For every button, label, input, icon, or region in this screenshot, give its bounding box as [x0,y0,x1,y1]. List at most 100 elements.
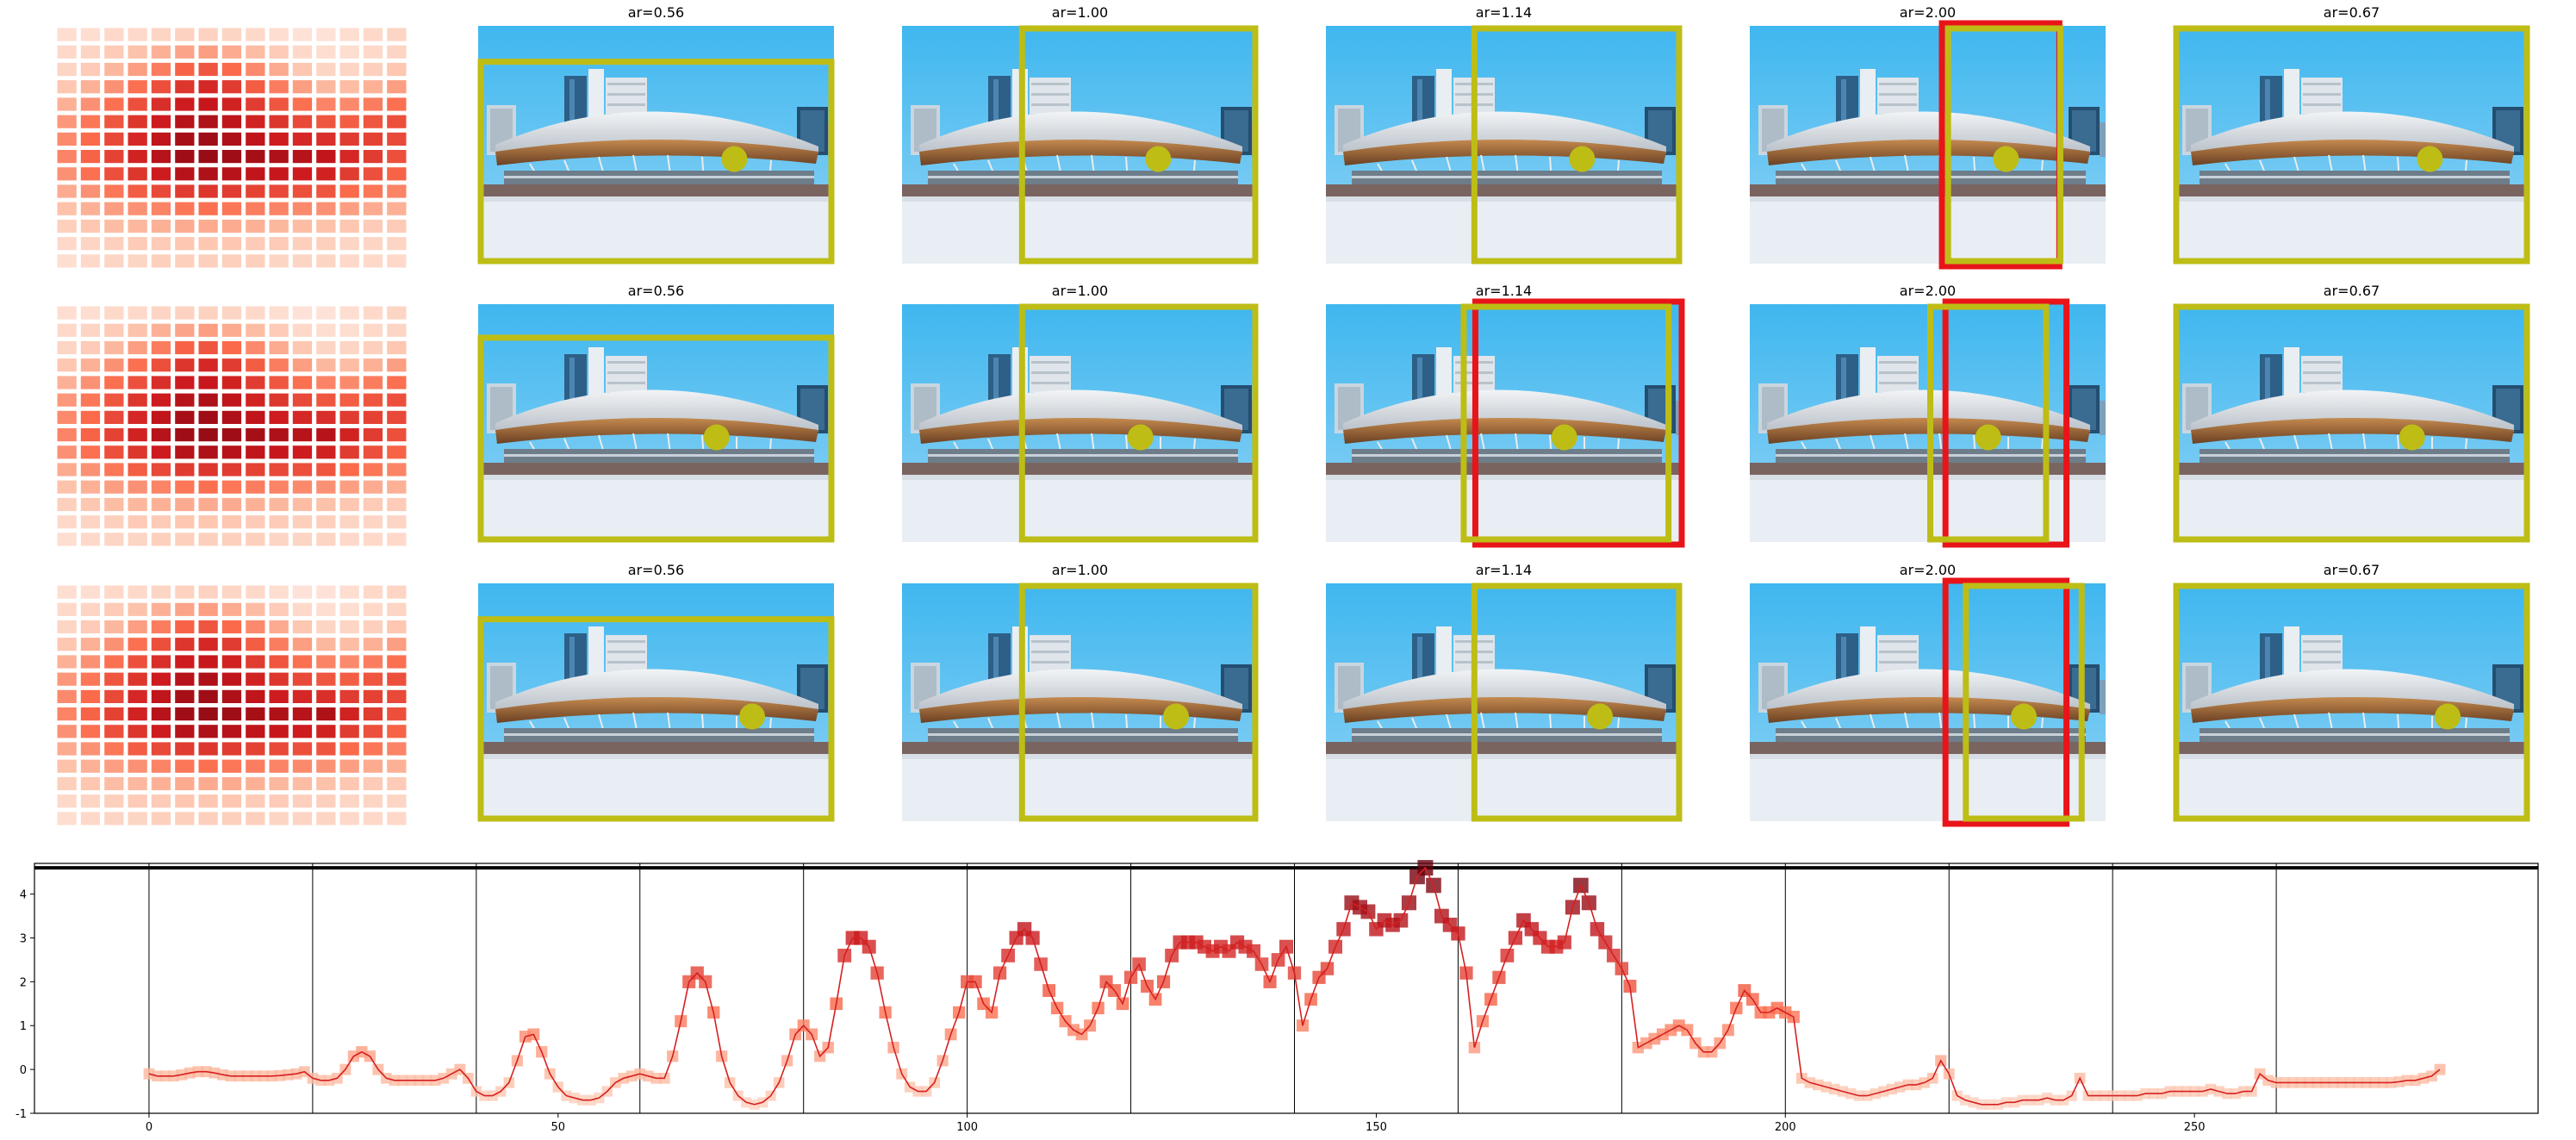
heatmap-cell [269,150,289,164]
heatmap-cell [221,794,242,808]
heatmap-cell [316,759,336,773]
heatmap-cell [128,515,147,529]
heatmap-cell [339,759,359,773]
heatmap-cell [339,655,359,669]
heatmap-cell [387,497,407,512]
heatmap-cell [57,655,77,669]
heatmap-cell [104,776,124,791]
heatmap-cell [128,323,147,337]
heatmap-cell [363,28,383,41]
heatmap-cell [292,515,313,529]
heatmap-cell [292,254,313,268]
heatmap-cell [363,115,383,128]
heatmap-cell [316,480,336,494]
heatmap-cell [339,62,359,77]
heatmap-cell [339,725,359,738]
heatmap-cell [104,794,124,808]
heatmap-cell [175,742,195,756]
heatmap-cell [387,759,407,773]
heatmap-cell [269,323,289,337]
heatmap-cell [269,759,289,773]
heatmap-cell [80,497,101,512]
heatmap-cell [292,97,313,111]
heatmap-cell [292,812,313,825]
heatmap-cell [316,812,336,825]
heatmap-cell [269,620,289,634]
heatmap-cell [246,480,265,494]
heatmap-cell [269,533,289,546]
heatmap-cell [246,219,265,234]
heatmap-cell [316,620,336,634]
heatmap-cell [57,533,77,546]
heatmap-cell [246,689,265,703]
crop-box [1963,582,2085,822]
series-line [148,866,2441,1106]
heatmap-cell [292,132,313,146]
heatmap-cell [175,115,195,128]
heatmap-cell [292,776,313,791]
heatmap-cell [104,480,124,494]
panel-r2-c3: ar=1.14 [1326,283,1685,548]
heatmap-cell [269,62,289,77]
heatmap-cell [198,428,218,442]
heatmap-cell [292,655,313,669]
heatmap-cell [316,689,336,703]
heatmap-cell [246,184,265,198]
heatmap-cell [221,62,242,77]
heatmap-cell [292,28,313,41]
heatmap-cell [387,376,407,389]
heatmap-cell [151,358,171,372]
heatmap-cell [128,463,147,477]
crop-box [2173,582,2530,822]
heatmap-cell [339,323,359,337]
heatmap-cell [151,445,171,459]
heatmap-cell [387,80,407,94]
heatmap-cell [246,150,265,164]
heatmap-cell [57,97,77,111]
heatmap-cell [198,237,218,251]
heatmap-cell [339,28,359,41]
heatmap-cell [80,45,101,59]
focus-point [2435,703,2461,730]
heatmap-cell [292,219,313,234]
heatmap-cell [292,45,313,59]
heatmap-cell [175,533,195,546]
heatmap-cell [363,776,383,791]
focus-point [1551,424,1577,451]
heatmap-cell [387,62,407,77]
heatmap-cell [198,97,218,111]
heatmap-cell [80,620,101,634]
heatmap-cell [387,689,407,703]
heatmap-cell [269,480,289,494]
heatmap-cell [104,515,124,529]
panel-title: ar=1.14 [1476,4,1532,21]
heatmap-cell [363,45,383,59]
y-tick-label: 0 [20,1064,27,1077]
heatmap-cell [292,80,313,94]
heatmap-cell [292,689,313,703]
panel-r3-c5: ar=0.67 [2173,562,2530,822]
heatmap-cell [246,655,265,669]
heatmap-cell [363,80,383,94]
heatmap-cell [316,219,336,234]
heatmap-cell [57,80,77,94]
heatmap-cell [104,167,124,181]
heatmap-cell [175,585,195,599]
heatmap-cell [387,585,407,599]
heatmap-cell [57,115,77,128]
heatmap-cell [57,689,77,703]
heatmap-cell [80,776,101,791]
focus-point [739,703,766,730]
heatmap-cell [339,602,359,616]
heatmap-cell [151,306,171,320]
crop-box [1944,25,2063,265]
heatmap-cell [316,237,336,251]
heatmap-cell [363,410,383,424]
heatmap-cell [363,655,383,669]
heatmap-cell [198,515,218,529]
alt-crop-box [1942,577,2070,827]
heatmap-cell [221,28,242,41]
heatmap-cell [316,150,336,164]
heatmap-cell [57,742,77,756]
heatmap-cell [221,689,242,703]
